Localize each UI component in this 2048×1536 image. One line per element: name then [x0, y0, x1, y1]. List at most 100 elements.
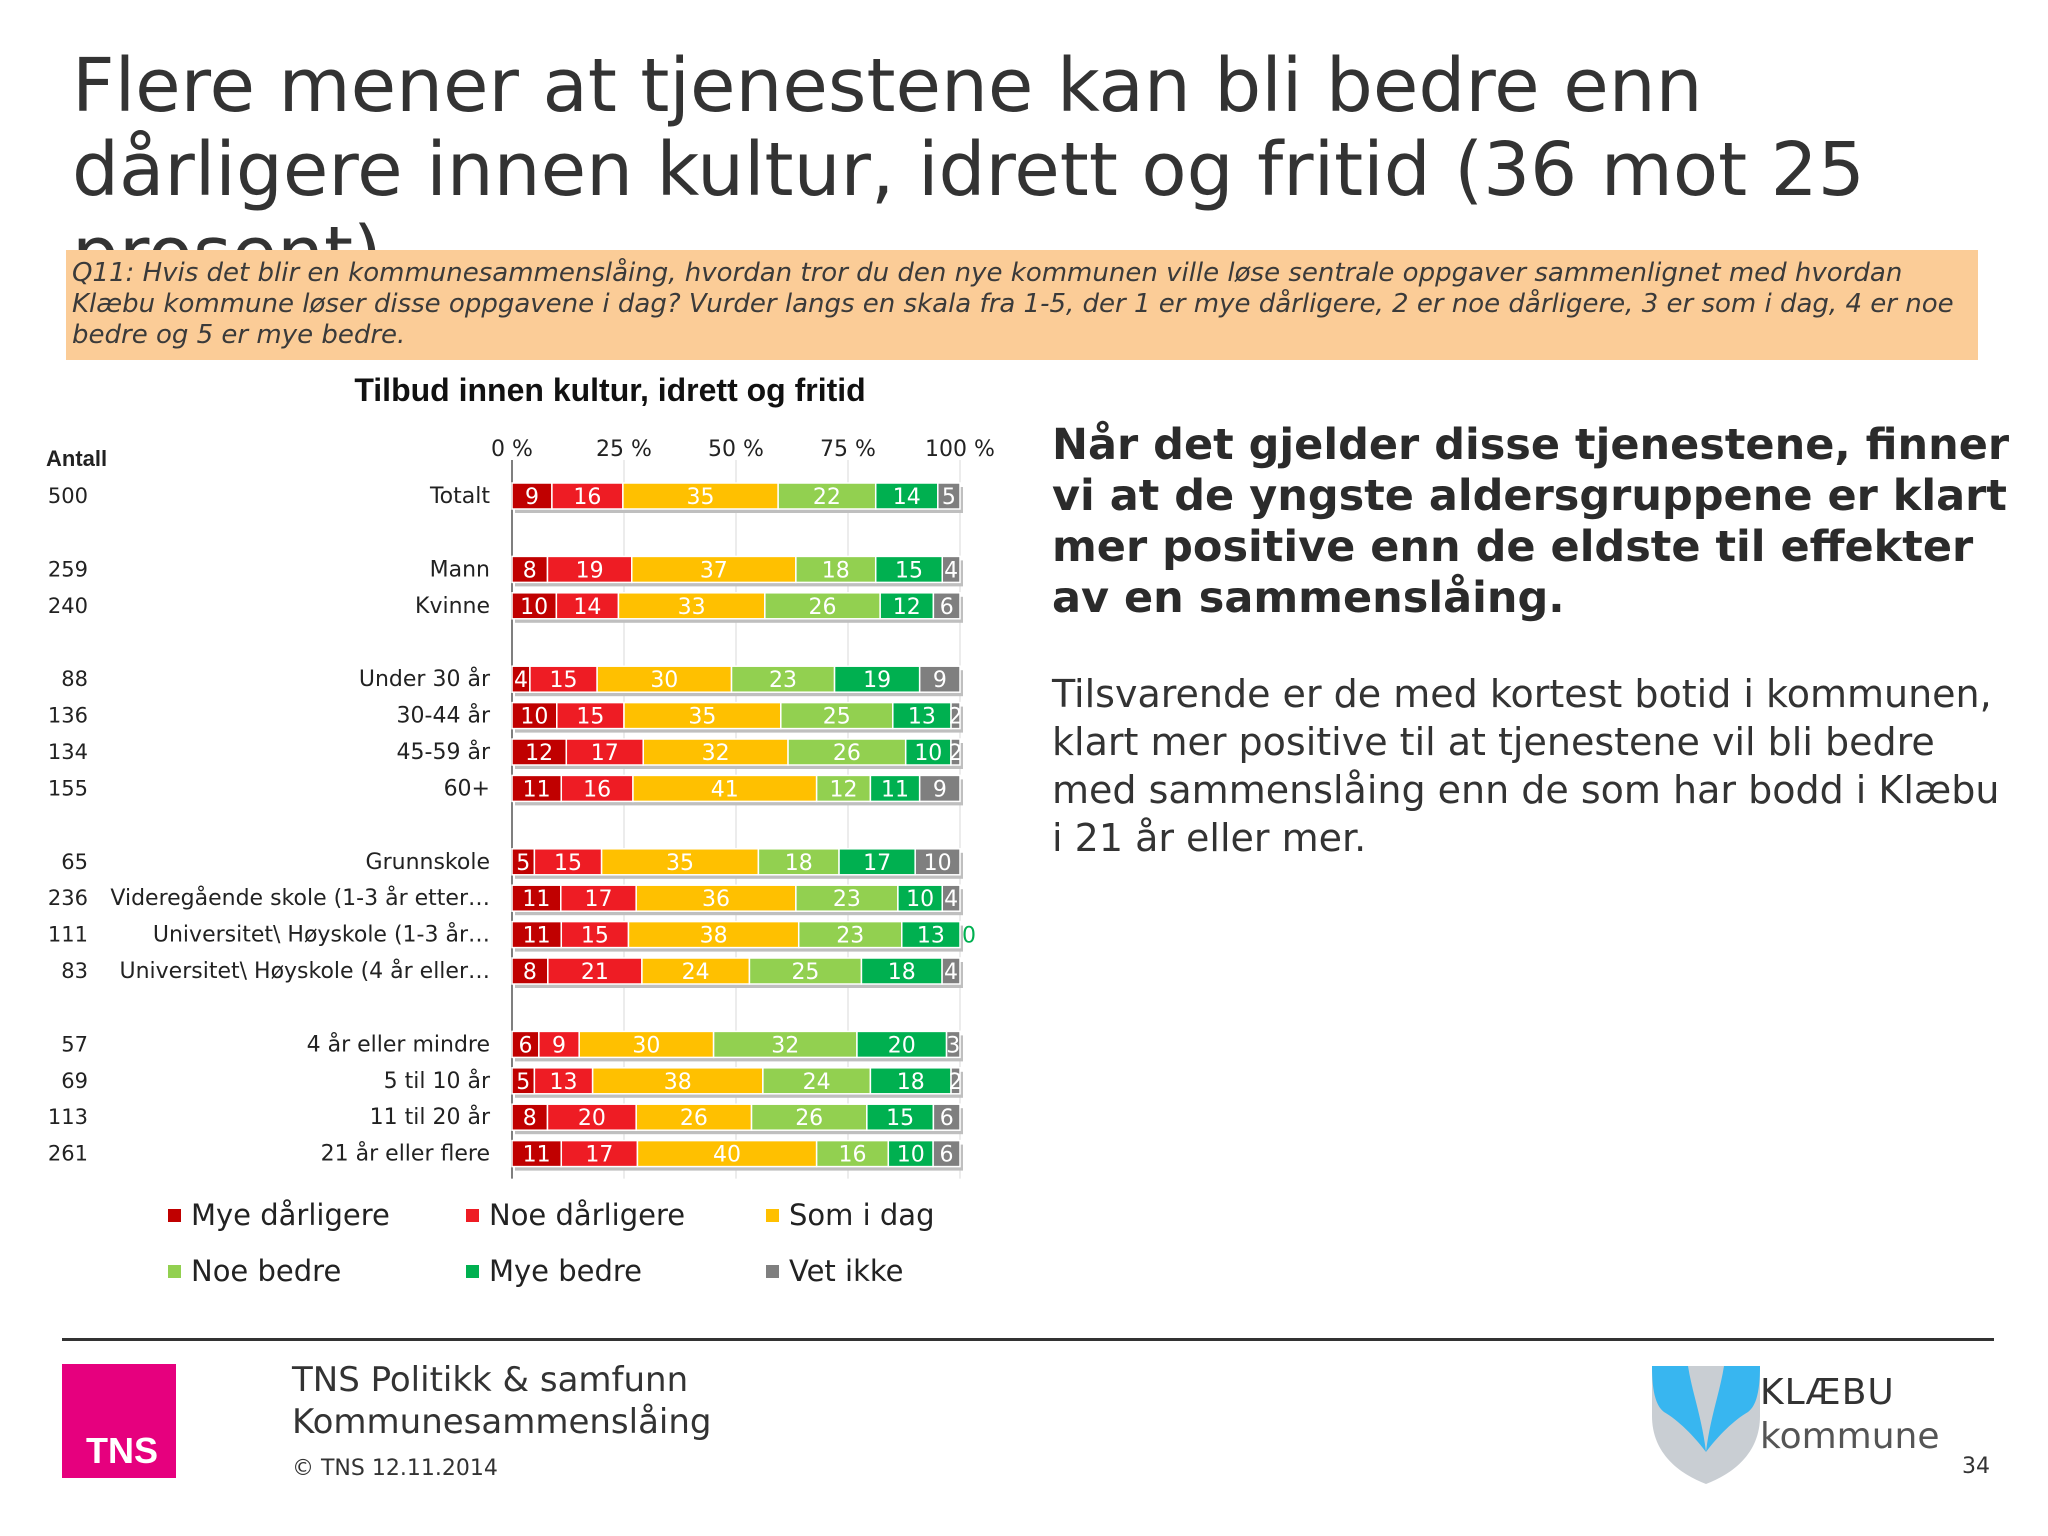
data-label: 8: [523, 558, 537, 583]
bar-segment: [712, 1030, 858, 1059]
data-label: 33: [678, 595, 706, 620]
data-label: 2: [949, 1070, 963, 1095]
data-label: 18: [785, 851, 813, 876]
bar-segment: [914, 848, 961, 876]
data-label: 17: [591, 741, 619, 766]
data-label: 6: [940, 1143, 954, 1168]
chart-legend: Mye dårligere Noe dårligere Som i dag Noe b…: [168, 1198, 1028, 1328]
data-label: 38: [700, 924, 728, 949]
legend-item: Noe bedre: [168, 1254, 341, 1288]
bar-segment: [797, 920, 903, 949]
legend-swatch: [466, 1264, 479, 1278]
legend-item: Vet ikke: [766, 1254, 903, 1288]
data-label: 11: [523, 1143, 551, 1168]
bar-segment: [941, 957, 961, 985]
data-label: 18: [822, 558, 850, 583]
bar-segment: [887, 1139, 934, 1168]
legend-swatch: [766, 1264, 779, 1278]
bar-segment: [623, 701, 782, 730]
data-label: 9: [552, 1033, 566, 1058]
bar-segment: [869, 1067, 952, 1095]
data-label: 26: [808, 595, 836, 620]
data-label: 2: [948, 741, 962, 766]
data-label: 24: [803, 1070, 831, 1095]
bar-segment: [627, 920, 800, 949]
category-label: Under 30 år: [359, 666, 491, 692]
data-label: 11: [523, 777, 551, 802]
bar-segment: [757, 848, 840, 876]
bar-segment: [918, 665, 961, 693]
legend-item: Mye dårligere: [168, 1198, 390, 1232]
data-label: 20: [888, 1033, 916, 1058]
data-label: 4: [514, 668, 528, 693]
data-label: 16: [583, 777, 611, 802]
legend-label: Mye dårligere: [191, 1198, 390, 1232]
bar-segment: [795, 884, 899, 912]
category-label: 5 til 10 år: [384, 1068, 491, 1094]
bar-segment: [932, 1139, 961, 1168]
bar-segment: [546, 1103, 637, 1131]
data-label: 11: [523, 924, 551, 949]
bar-segment: [730, 665, 836, 693]
legend-swatch: [766, 1208, 779, 1222]
category-label: Universitet\ Høyskole (1-3 år…: [153, 922, 490, 948]
data-label: 17: [585, 1143, 613, 1168]
bar-segment: [511, 920, 563, 949]
page-number: 34: [1962, 1454, 1990, 1479]
data-label: 26: [833, 741, 861, 766]
antall-value: 111: [48, 923, 88, 947]
footer-department: TNS Politikk & samfunn: [292, 1360, 689, 1400]
bar-segment: [815, 1139, 890, 1168]
data-label: 13: [550, 1070, 578, 1095]
data-label: 10: [906, 887, 934, 912]
bar-segment: [750, 1103, 868, 1131]
bar-segment: [560, 920, 630, 949]
chart-title: Tilbud innen kultur, idrett og fritid: [354, 372, 866, 408]
slide-title: Flere mener at tjenestene kan bli bedre …: [72, 43, 1865, 296]
bar-segment: [795, 555, 877, 584]
data-label: 30: [632, 1033, 660, 1058]
category-label: 4 år eller mindre: [307, 1031, 490, 1057]
data-label: 8: [523, 960, 537, 985]
bar-segment: [892, 701, 952, 730]
bar-segment: [635, 884, 797, 912]
data-label: 23: [833, 887, 861, 912]
legend-swatch: [168, 1264, 181, 1278]
data-label: 41: [711, 777, 739, 802]
data-label: 19: [863, 668, 891, 693]
data-label: 36: [702, 887, 730, 912]
bar-segment: [866, 1103, 935, 1131]
bar-segment: [941, 884, 961, 912]
category-label: Grunnskole: [366, 850, 490, 875]
footer-project: Kommunesammenslåing: [292, 1402, 712, 1442]
bar-segment: [869, 774, 921, 803]
data-label: 9: [933, 777, 947, 802]
data-label: 22: [813, 485, 841, 510]
axis-tick-label: 25 %: [596, 437, 652, 462]
data-label: 32: [702, 741, 730, 766]
key-finding-text: Når det gjelder disse tjenestene, finner…: [1052, 420, 2010, 623]
data-label: 17: [584, 887, 612, 912]
data-label: 12: [830, 777, 858, 802]
bar-segment: [560, 774, 634, 803]
data-label: 5: [516, 1070, 530, 1095]
category-label: 60+: [444, 776, 490, 801]
data-label: 35: [687, 485, 715, 510]
bar-segment: [897, 884, 944, 912]
bar-segment: [901, 920, 961, 949]
bar-segment: [874, 555, 944, 584]
legend-label: Som i dag: [789, 1198, 935, 1232]
bar-segment: [950, 738, 961, 766]
bar-segment: [538, 1030, 580, 1059]
antall-header: Antall: [46, 446, 108, 471]
data-label: 26: [795, 1106, 823, 1131]
data-label: 8: [523, 1106, 537, 1131]
bar-segment: [874, 482, 939, 510]
bar-segment: [635, 1103, 753, 1131]
axis-tick-label: 0 %: [491, 437, 533, 462]
klaebu-crest-icon: [1652, 1366, 1760, 1484]
legend-label: Mye bedre: [489, 1254, 643, 1288]
data-label: 12: [893, 595, 921, 620]
data-label: 10: [520, 595, 548, 620]
bar-segment: [856, 1030, 948, 1059]
